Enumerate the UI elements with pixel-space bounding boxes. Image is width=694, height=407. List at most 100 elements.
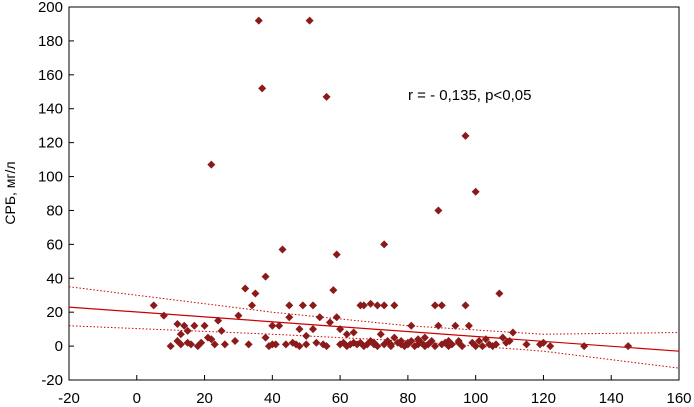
- y-tick-label: 100: [38, 169, 63, 186]
- data-point: [451, 321, 460, 330]
- data-point: [295, 325, 304, 334]
- y-tick-label: 180: [38, 33, 63, 50]
- data-point: [200, 321, 209, 330]
- data-point: [386, 342, 395, 351]
- data-point: [248, 301, 256, 310]
- data-point: [478, 342, 487, 351]
- data-point: [495, 289, 504, 298]
- data-point: [373, 301, 382, 310]
- data-point: [159, 311, 168, 320]
- data-point: [522, 340, 531, 349]
- x-tick-label: 140: [599, 390, 624, 407]
- data-point: [187, 340, 195, 349]
- data-point: [349, 328, 358, 337]
- y-tick-label: 140: [38, 101, 63, 118]
- data-point: [434, 321, 443, 330]
- data-point: [431, 342, 439, 351]
- data-point: [329, 286, 338, 295]
- data-point: [380, 240, 389, 249]
- plot-area: [68, 6, 680, 381]
- data-point: [376, 330, 385, 339]
- x-tick-label: 60: [332, 390, 349, 407]
- y-tick-label: 40: [46, 270, 63, 287]
- data-point: [183, 326, 192, 335]
- data-point: [305, 16, 314, 25]
- data-point: [285, 313, 294, 322]
- x-tick-label: 0: [133, 390, 141, 407]
- data-point: [251, 289, 260, 298]
- data-point: [390, 301, 399, 310]
- regression-line-group: [68, 306, 680, 352]
- data-point: [268, 321, 277, 330]
- axis-ticks: [68, 6, 680, 381]
- data-point: [261, 272, 270, 281]
- y-tick-label: 80: [46, 202, 63, 219]
- data-point: [461, 301, 470, 310]
- data-point: [464, 321, 473, 330]
- data-point: [176, 340, 185, 349]
- data-point: [447, 340, 456, 349]
- data-point: [278, 245, 287, 254]
- data-point: [207, 160, 216, 169]
- data-point: [461, 131, 470, 140]
- data-point: [281, 340, 290, 349]
- data-point: [325, 318, 334, 327]
- data-point: [492, 340, 500, 349]
- data-point: [244, 340, 253, 349]
- data-point: [302, 340, 311, 349]
- data-point: [332, 313, 341, 322]
- data-point: [302, 331, 311, 340]
- data-point: [315, 313, 324, 322]
- confidence-bands: [68, 286, 680, 369]
- data-point: [434, 206, 443, 215]
- y-axis-title: СРБ, мг/л: [2, 161, 18, 224]
- x-tick-label: 160: [666, 390, 691, 407]
- data-point: [546, 342, 555, 351]
- y-tick-label: 120: [38, 135, 63, 152]
- x-tick-labels: -20 0 20 40 60 80 100 120 140 160: [58, 390, 691, 407]
- data-point: [234, 311, 243, 320]
- data-point: [539, 338, 548, 347]
- data-point: [427, 337, 436, 346]
- data-point: [481, 335, 490, 344]
- y-tick-label: 0: [55, 338, 63, 355]
- data-point: [342, 330, 351, 339]
- data-point: [309, 301, 317, 310]
- data-point: [407, 321, 416, 330]
- data-point: [197, 338, 206, 347]
- data-point: [214, 316, 223, 325]
- data-point: [149, 301, 158, 310]
- confidence-upper-line: [68, 286, 680, 335]
- data-point: [471, 342, 480, 351]
- data-point: [295, 342, 304, 351]
- data-point: [312, 338, 321, 347]
- data-point: [241, 284, 250, 293]
- x-tick-label: 20: [196, 390, 213, 407]
- data-point: [220, 340, 229, 349]
- data-point: [285, 301, 294, 310]
- regression-line: [68, 306, 680, 352]
- data-point: [261, 333, 270, 342]
- data-point: [437, 301, 446, 310]
- data-point: [322, 342, 331, 351]
- y-tick-label: 60: [46, 236, 63, 253]
- data-point: [332, 250, 341, 259]
- data-point: [373, 342, 382, 351]
- data-point: [180, 321, 189, 330]
- data-point: [471, 187, 480, 196]
- data-point: [176, 330, 185, 339]
- data-point: [190, 321, 199, 330]
- data-point: [475, 337, 484, 346]
- data-point: [298, 301, 307, 310]
- data-point: [210, 340, 219, 349]
- data-point: [217, 326, 226, 335]
- data-point: [275, 321, 284, 330]
- data-point: [580, 342, 589, 351]
- y-tick-label: 20: [46, 304, 63, 321]
- data-point: [336, 325, 345, 334]
- x-tick-label: -20: [58, 390, 80, 407]
- data-point: [624, 342, 633, 351]
- data-point: [166, 342, 175, 351]
- data-point: [397, 337, 406, 346]
- x-tick-label: 80: [400, 390, 417, 407]
